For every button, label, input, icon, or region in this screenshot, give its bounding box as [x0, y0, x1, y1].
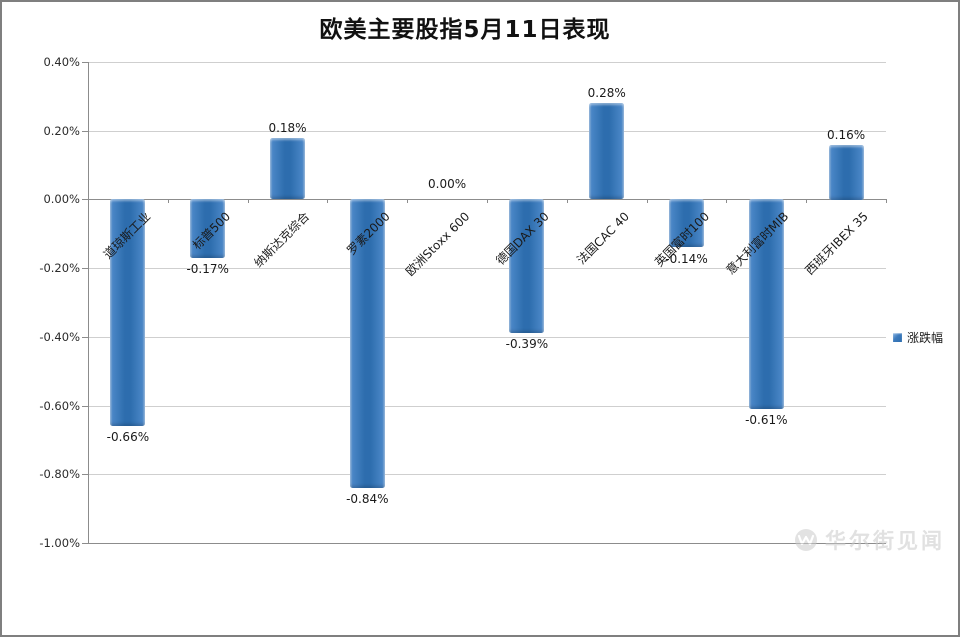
category-tick [806, 199, 808, 204]
value-label: -0.61% [745, 413, 788, 427]
wallstreetcn-logo-icon [795, 529, 817, 551]
value-label: -0.39% [505, 337, 549, 352]
bar [589, 103, 625, 200]
y-axis-tick [82, 405, 88, 407]
y-axis-label: 0.00% [43, 192, 80, 207]
watermark-text: 华尔街见闻 [825, 529, 945, 553]
y-axis-tick [82, 199, 88, 201]
y-axis-label: 0.20% [43, 123, 80, 138]
gridline [88, 130, 886, 132]
bar [828, 144, 864, 200]
y-axis-tick [82, 336, 88, 338]
chart-title: 欧美主要股指5月11日表现 [319, 17, 611, 43]
bar [748, 199, 784, 409]
value-label: 0.28% [587, 86, 626, 101]
watermark: 华尔街见闻 [794, 525, 945, 555]
category-tick [407, 199, 409, 204]
category-tick [167, 199, 169, 204]
gridline [88, 405, 886, 407]
y-axis-line [88, 62, 89, 543]
value-label: -0.66% [106, 430, 150, 445]
bar [270, 137, 305, 200]
legend-label: 涨跌幅 [907, 331, 944, 345]
y-axis-label: -0.20% [39, 261, 80, 276]
category-label: 纳斯达克综合 [251, 209, 313, 271]
value-label: -0.14% [665, 251, 708, 266]
bar [190, 199, 226, 258]
y-axis-label: -0.80% [39, 467, 80, 482]
y-axis-tick [82, 130, 88, 132]
y-axis-label: -1.00% [39, 536, 80, 550]
category-tick [726, 199, 728, 204]
y-axis-tick [82, 268, 88, 270]
category-tick [566, 199, 568, 204]
category-tick [646, 199, 648, 204]
gridline [88, 62, 886, 63]
y-axis-tick [82, 62, 88, 63]
category-tick [487, 199, 488, 204]
bar [110, 199, 146, 427]
value-label: -0.17% [186, 261, 229, 276]
bar [349, 199, 385, 488]
y-axis-label: -0.60% [39, 398, 80, 413]
value-label: -0.84% [346, 492, 389, 506]
category-label: 法国CAC 40 [574, 209, 632, 268]
category-tick [247, 199, 249, 204]
y-axis-label: -0.40% [39, 329, 80, 344]
legend-marker-icon [893, 333, 902, 342]
x-axis-line [88, 543, 886, 544]
legend: 涨跌幅 [893, 329, 943, 346]
bar [669, 199, 704, 248]
value-label: 0.00% [428, 177, 467, 192]
y-axis-label: 0.40% [43, 55, 80, 69]
value-label: 0.16% [827, 127, 866, 142]
category-tick [886, 199, 887, 204]
gridline [88, 268, 886, 270]
y-axis-tick [82, 474, 88, 476]
bar [509, 199, 545, 334]
gridline [88, 474, 886, 476]
y-axis-tick [82, 543, 88, 544]
value-label: 0.18% [268, 120, 307, 135]
gridline [88, 336, 886, 338]
category-tick [327, 199, 329, 204]
category-tick [88, 199, 89, 204]
